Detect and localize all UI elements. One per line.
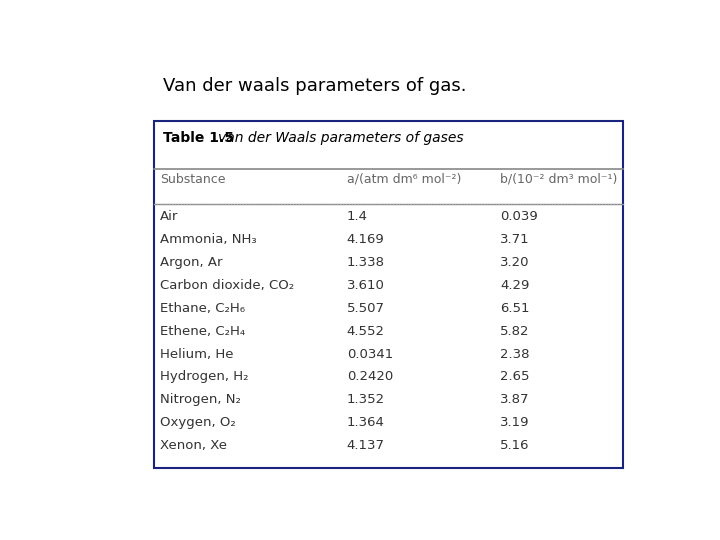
Text: Nitrogen, N₂: Nitrogen, N₂ [160, 393, 240, 406]
Text: 4.29: 4.29 [500, 279, 529, 292]
Text: 0.2420: 0.2420 [347, 370, 393, 383]
Text: Ethene, C₂H₄: Ethene, C₂H₄ [160, 325, 245, 338]
Text: 1.364: 1.364 [347, 416, 384, 429]
Text: 4.169: 4.169 [347, 233, 384, 246]
Text: Table 1.5: Table 1.5 [163, 131, 243, 145]
Text: Oxygen, O₂: Oxygen, O₂ [160, 416, 235, 429]
Text: 3.87: 3.87 [500, 393, 530, 406]
Text: Carbon dioxide, CO₂: Carbon dioxide, CO₂ [160, 279, 294, 292]
Text: Ethane, C₂H₆: Ethane, C₂H₆ [160, 302, 245, 315]
Text: 3.71: 3.71 [500, 233, 530, 246]
Text: 6.51: 6.51 [500, 302, 530, 315]
Text: Ammonia, NH₃: Ammonia, NH₃ [160, 233, 256, 246]
Text: Van der waals parameters of gas.: Van der waals parameters of gas. [163, 77, 466, 95]
Text: Hydrogen, H₂: Hydrogen, H₂ [160, 370, 248, 383]
Text: b/(10⁻² dm³ mol⁻¹): b/(10⁻² dm³ mol⁻¹) [500, 173, 618, 186]
Text: 1.352: 1.352 [347, 393, 384, 406]
Text: 5.16: 5.16 [500, 439, 530, 452]
Text: a/(atm dm⁶ mol⁻²): a/(atm dm⁶ mol⁻²) [347, 173, 461, 186]
Text: 5.82: 5.82 [500, 325, 530, 338]
Text: 2.38: 2.38 [500, 348, 530, 361]
Text: 3.610: 3.610 [347, 279, 384, 292]
Text: Substance: Substance [160, 173, 225, 186]
Text: 1.4: 1.4 [347, 210, 368, 224]
Text: van der Waals parameters of gases: van der Waals parameters of gases [218, 131, 464, 145]
FancyBboxPatch shape [154, 121, 623, 468]
Text: 5.507: 5.507 [347, 302, 384, 315]
Text: 0.0341: 0.0341 [347, 348, 393, 361]
Text: Helium, He: Helium, He [160, 348, 233, 361]
Text: 3.20: 3.20 [500, 256, 530, 269]
Text: 3.19: 3.19 [500, 416, 530, 429]
Text: 4.552: 4.552 [347, 325, 384, 338]
Text: Argon, Ar: Argon, Ar [160, 256, 222, 269]
Text: 4.137: 4.137 [347, 439, 384, 452]
Text: 2.65: 2.65 [500, 370, 530, 383]
Text: 1.338: 1.338 [347, 256, 384, 269]
Text: 0.039: 0.039 [500, 210, 538, 224]
Text: Air: Air [160, 210, 178, 224]
Text: Xenon, Xe: Xenon, Xe [160, 439, 227, 452]
